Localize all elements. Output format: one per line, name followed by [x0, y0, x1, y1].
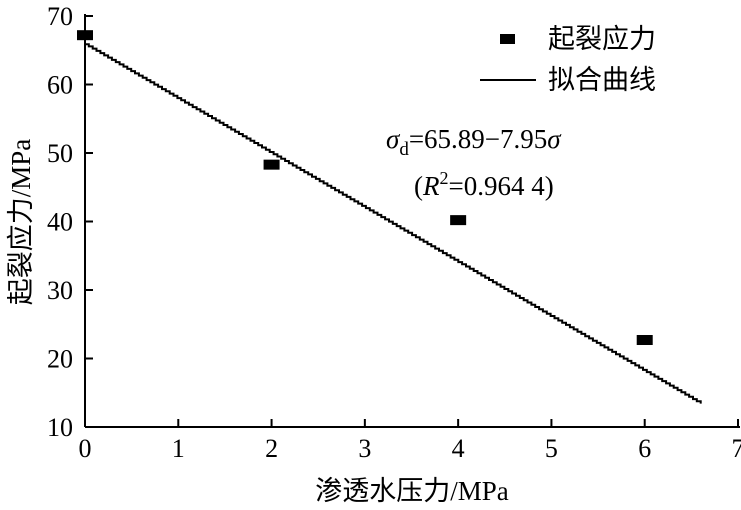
x-tick-label: 6 [638, 434, 651, 463]
x-tick-label: 5 [545, 434, 558, 463]
y-tick-label: 10 [47, 413, 73, 442]
y-tick-label: 20 [47, 345, 73, 374]
legend-label-line: 拟合曲线 [548, 65, 656, 95]
x-tick-label: 3 [358, 434, 371, 463]
x-tick-label: 1 [172, 434, 185, 463]
equation-line-1: σd=65.89−7.95σ [386, 124, 562, 160]
data-point [450, 215, 467, 226]
legend: 起裂应力 拟合曲线 [480, 24, 656, 95]
x-tick-label: 2 [265, 434, 278, 463]
y-ticks: 10 20 30 40 50 60 70 [47, 2, 93, 442]
data-point [263, 159, 280, 170]
y-tick-label: 40 [47, 208, 73, 237]
plot-area: 0 1 2 3 4 5 6 7 10 20 30 40 50 60 70 [47, 2, 741, 463]
data-point [77, 30, 93, 41]
equation-line-2: (R2=0.964 4) [414, 168, 554, 201]
y-tick-label: 50 [47, 139, 73, 168]
legend-label-scatter: 起裂应力 [548, 24, 656, 54]
x-tick-label: 7 [732, 434, 741, 463]
y-tick-label: 70 [47, 2, 73, 31]
y-tick-label: 30 [47, 276, 73, 305]
data-points [77, 30, 653, 346]
y-axis-label: 起裂应力/MPa [6, 139, 36, 306]
y-tick-label: 60 [47, 71, 73, 100]
fit-line [85, 43, 702, 404]
fit-equation: σd=65.89−7.95σ (R2=0.964 4) [386, 124, 562, 201]
legend-marker-scatter [500, 34, 515, 44]
x-tick-label: 0 [79, 434, 92, 463]
x-axis-label: 渗透水压力/MPa [315, 476, 509, 506]
data-point [636, 335, 653, 346]
x-tick-label: 4 [452, 434, 465, 463]
x-ticks: 0 1 2 3 4 5 6 7 [79, 419, 741, 463]
fit-line-group [85, 43, 702, 404]
